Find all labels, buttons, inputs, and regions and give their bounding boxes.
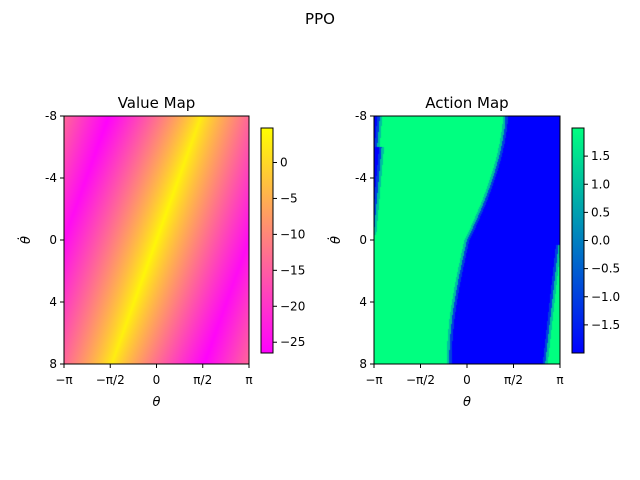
action-map-colorbar-tick-label: 1.0 (591, 177, 610, 191)
value-map-xtick-label: −π (55, 373, 72, 387)
action-map-colorbar-tick-label: 0.0 (591, 234, 610, 248)
action-map-axis-ticks: −π −π/2 0 π/2 π -8 -4 0 4 8 (355, 109, 564, 387)
action-map-colorbar-tick-label: −1.5 (591, 318, 620, 332)
value-map-panel: Value Map −π −π/2 0 π/2 π -8 -4 0 4 8 θ θ̇ 0 −5 −10… (18, 94, 306, 410)
figure-suptitle: PPO (305, 10, 335, 28)
value-map-ytick-label: -4 (45, 171, 57, 185)
action-map-colorbar (571, 127, 585, 354)
value-map-image (64, 116, 249, 364)
value-map-colorbar-tick-label: 0 (280, 156, 288, 170)
action-map-xtick-label: 0 (463, 373, 471, 387)
action-map-ytick-label: 4 (359, 295, 367, 309)
action-map-ytick-label: -4 (355, 171, 367, 185)
value-map-xtick-label: π (245, 373, 252, 387)
action-map-xtick-label: −π (365, 373, 382, 387)
value-map-colorbar-tick-label: −5 (280, 191, 298, 205)
value-map-ylabel: θ̇ (18, 236, 34, 244)
action-map-xtick-label: π/2 (504, 373, 523, 387)
action-map-title: Action Map (425, 94, 508, 112)
action-map-colorbar-tick-label: 1.5 (591, 149, 610, 163)
value-map-xlabel: θ (153, 395, 161, 410)
value-map-xtick-label: 0 (153, 373, 161, 387)
value-map-axis-ticks: −π −π/2 0 π/2 π -8 -4 0 4 8 (45, 109, 253, 387)
value-map-ytick-label: 0 (49, 233, 57, 247)
action-map-colorbar-tick-label: −0.5 (591, 262, 620, 276)
value-map-ytick-label: 8 (49, 357, 57, 371)
action-map-xtick-label: −π/2 (406, 373, 435, 387)
value-map-xtick-label: −π/2 (96, 373, 125, 387)
value-map-colorbar (260, 127, 274, 354)
action-map-ylabel: θ̇ (328, 236, 344, 244)
action-map-ytick-label: 0 (359, 233, 367, 247)
value-map-colorbar-tick-label: −15 (280, 263, 305, 277)
value-map-ytick-label: 4 (49, 295, 57, 309)
value-map-colorbar-tick-label: −25 (280, 335, 305, 349)
action-map-ytick-label: -8 (355, 109, 367, 123)
value-map-xtick-label: π/2 (193, 373, 212, 387)
action-map-xtick-label: π (556, 373, 563, 387)
action-map-ytick-label: 8 (359, 357, 367, 371)
value-map-title: Value Map (118, 94, 196, 112)
value-map-colorbar-tick-label: −10 (280, 227, 305, 241)
value-map-ytick-label: -8 (45, 109, 57, 123)
action-map-xlabel: θ (463, 395, 471, 410)
action-map-colorbar-tick-label: 0.5 (591, 205, 610, 219)
action-map-colorbar-tick-label: −1.0 (591, 290, 620, 304)
action-map-image (374, 116, 560, 364)
value-map-colorbar-ticks: 0 −5 −10 −15 −20 −25 (273, 156, 305, 349)
value-map-colorbar-tick-label: −20 (280, 299, 305, 313)
action-map-colorbar-ticks: 1.5 1.0 0.5 0.0 −0.5 −1.0 −1.5 (584, 149, 620, 332)
